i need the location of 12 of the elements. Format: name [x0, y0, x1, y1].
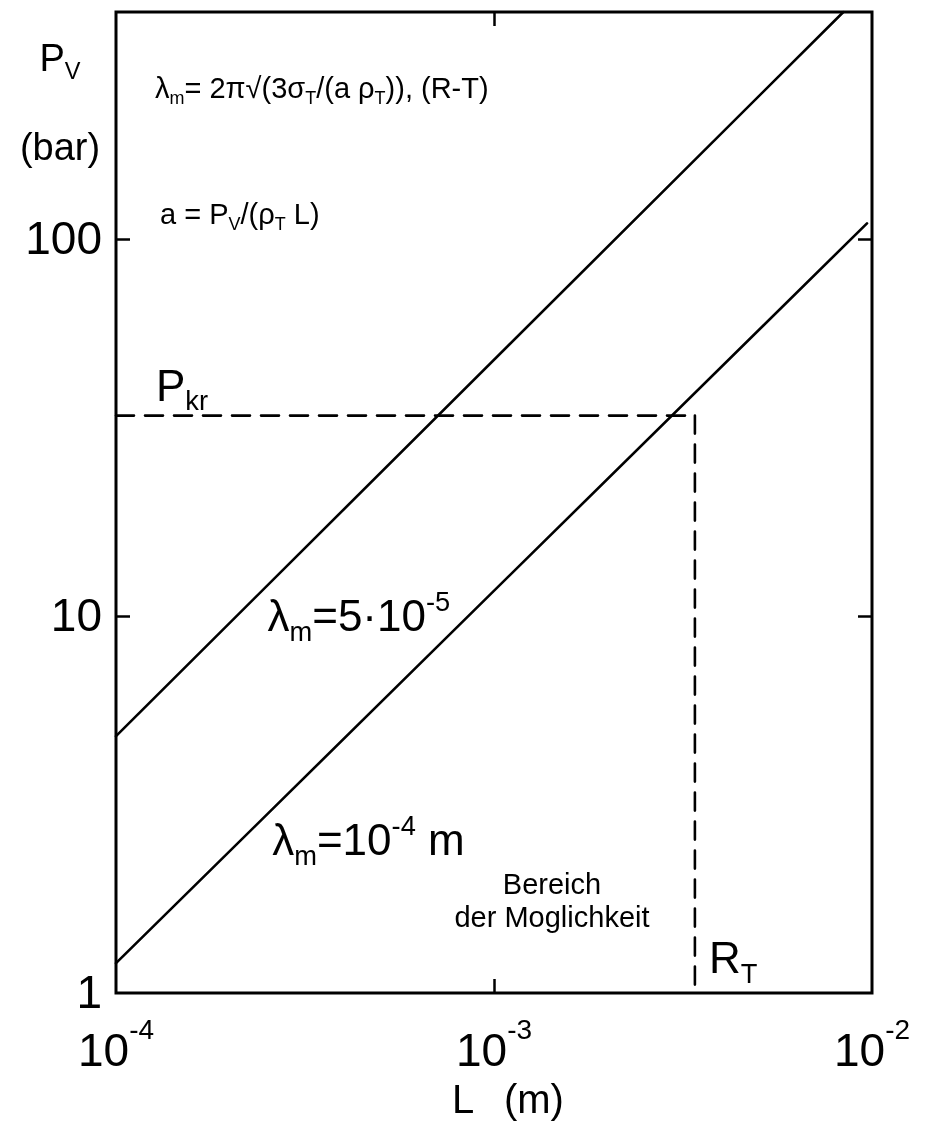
series-label: P$_{kr}$: [156, 361, 209, 417]
text: P$_{V}$ (bar): [19, 37, 101, 169]
annotation: Bereich der Moglichkeit: [454, 868, 650, 935]
x-axis-title: L (m): [452, 1077, 564, 1121]
y-tick-label: 10: [50, 588, 102, 641]
series-label: R$_{T}$: [708, 933, 758, 989]
y-tick-label: 1: [76, 966, 102, 1018]
annotation: λ$_{m}$= 2π√(3σ$_{T}$/(a ρ$_{T}$)), (R-T): [155, 72, 489, 109]
series-label: λ$_{m}$=5·10$^{-5}$: [267, 585, 451, 647]
series-label: λ$_{m}$=10$^{-4}$ m: [272, 809, 465, 871]
y-tick-label: 100: [25, 211, 102, 264]
annotation: a = P$_{V}$/(ρ$_{T}$ L): [160, 198, 320, 235]
